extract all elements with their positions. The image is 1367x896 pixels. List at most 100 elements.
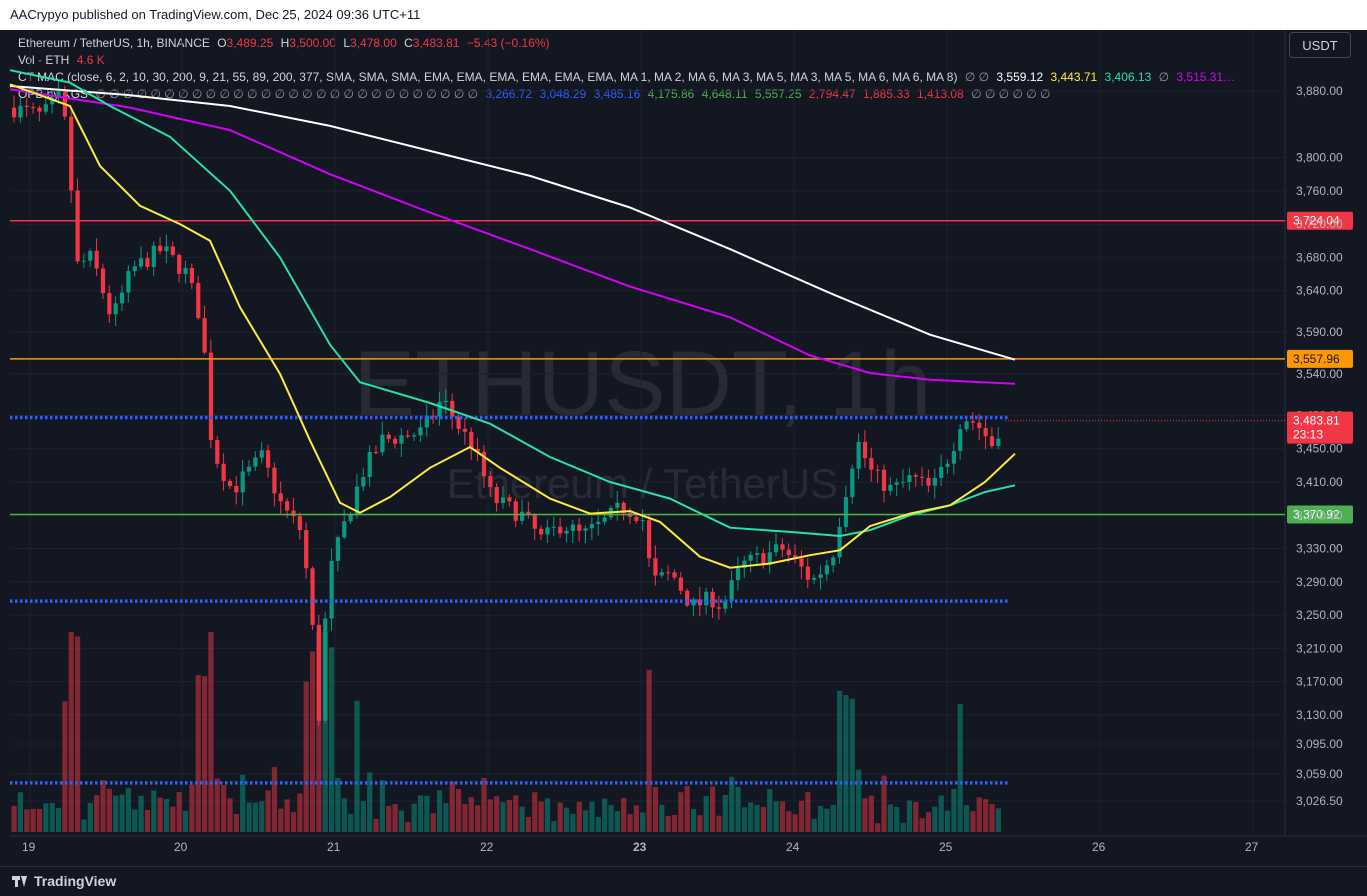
volume-bar-47	[309, 651, 316, 832]
candle-body-22	[151, 245, 156, 267]
volume-bar-75	[487, 799, 493, 832]
candle-body-85	[551, 526, 556, 528]
volume-bar-28	[189, 784, 195, 832]
volume-bar-100	[646, 669, 652, 832]
volume-bar-130	[837, 690, 843, 832]
candle-body-12	[88, 250, 93, 261]
candle-body-108	[697, 599, 702, 606]
candle-body-123	[793, 555, 798, 559]
tradingview-brand[interactable]: TradingView	[12, 873, 116, 889]
volume-bar-151	[970, 811, 976, 832]
candle-body-3	[31, 107, 36, 109]
volume-bar-41	[271, 767, 278, 832]
ma-line-0	[9, 85, 1016, 361]
volume-bar-66	[430, 813, 436, 832]
currency-button[interactable]: USDT	[1289, 32, 1351, 58]
y-tick-label-13: 3,290.00	[1296, 575, 1343, 589]
volume-bar-147	[944, 810, 951, 832]
candle-body-52	[342, 521, 347, 538]
y-tick-label-11: 3,370.00	[1296, 508, 1343, 522]
volume-bar-43	[284, 799, 290, 832]
volume-bar-127	[817, 805, 824, 832]
volume-bar-9	[68, 632, 74, 832]
volume-bars	[11, 632, 1001, 832]
volume-bar-98	[633, 805, 639, 832]
volume-bar-148	[951, 788, 957, 832]
volume-bar-54	[354, 700, 360, 832]
x-tick-label-6: 25	[939, 840, 953, 854]
volume-bar-29	[195, 675, 201, 832]
candle-body-119	[767, 552, 772, 565]
volume-bar-110	[710, 786, 716, 832]
candle-body-82	[532, 514, 537, 529]
candle-body-150	[964, 421, 969, 430]
candle-body-2	[24, 105, 29, 108]
open-value: 3,489.25	[226, 36, 274, 50]
high-value: 3,500.00	[289, 36, 336, 50]
volume-bar-115	[741, 807, 747, 832]
volume-bar-73	[475, 805, 481, 832]
candle-body-139	[894, 482, 899, 485]
volume-bar-105	[678, 792, 684, 832]
volume-bar-99	[640, 812, 646, 832]
volume-bar-5	[43, 803, 49, 832]
candle-body-138	[888, 484, 893, 491]
current-price-label-bg	[1287, 411, 1353, 444]
volume-bar-136	[875, 823, 881, 832]
volume-bar-106	[684, 786, 690, 832]
volume-bar-70	[456, 788, 462, 832]
candle-body-71	[462, 428, 468, 432]
volume-bar-102	[659, 804, 665, 832]
candle-body-64	[418, 427, 423, 436]
symbol-line[interactable]: Ethereum / TetherUS, 1h, BINANCE	[18, 36, 210, 50]
candle-body-101	[653, 558, 658, 576]
current-price-countdown: 23:13	[1293, 428, 1323, 442]
volume-bar-79	[513, 795, 519, 832]
volume-label[interactable]: Vol · ETH	[18, 53, 70, 67]
x-tick-label-1: 20	[174, 840, 188, 854]
candle-body-60	[393, 438, 398, 444]
candle-body-70	[456, 416, 461, 429]
volume-bar-101	[652, 786, 659, 832]
volume-bar-88	[570, 813, 576, 832]
current-price-label: 3,483.81	[1293, 414, 1340, 428]
volume-bar-113	[729, 776, 735, 832]
candle-body-77	[500, 497, 506, 504]
volume-bar-63	[411, 803, 417, 832]
candle-body-15	[107, 293, 112, 315]
candle-body-38	[253, 457, 258, 467]
volume-bar-18	[125, 788, 131, 832]
y-tick-label-20: 3,026.50	[1296, 794, 1343, 808]
volume-bar-17	[119, 794, 125, 832]
volume-bar-118	[760, 806, 766, 832]
volume-bar-1	[17, 792, 24, 832]
candle-body-79	[513, 501, 518, 521]
high-label: H	[280, 36, 290, 50]
candle-body-16	[113, 303, 118, 315]
candle-body-34	[227, 480, 233, 486]
volume-bar-83	[538, 801, 544, 832]
volume-bar-154	[989, 804, 995, 832]
volume-bar-48	[316, 632, 322, 832]
volume-bar-35	[233, 814, 239, 832]
candle-body-24	[164, 246, 169, 252]
volume-bar-46	[303, 681, 309, 832]
candle-body-21	[145, 258, 150, 267]
price-chart[interactable]: 3,724.04 3,557.96 3,370.92 3,880.00 3,800.00…	[0, 30, 1367, 866]
level-label-bg-0	[1287, 211, 1353, 230]
volume-bar-2	[24, 809, 30, 832]
y-tick-label-4: 3,680.00	[1296, 250, 1343, 264]
volume-bar-40	[265, 790, 271, 832]
candle-body-96	[621, 502, 626, 514]
volume-bar-140	[900, 822, 906, 832]
ctmac-value-teal: 3,406.13	[1104, 70, 1152, 84]
ctmac-value-yellow: 3,443.71	[1050, 70, 1098, 84]
volume-bar-78	[506, 799, 512, 832]
volume-bar-27	[182, 810, 189, 832]
candle-body-102	[659, 572, 664, 576]
y-tick-label-6: 3,590.00	[1296, 325, 1343, 339]
volume-bar-119	[767, 788, 773, 832]
volume-bar-90	[583, 810, 589, 832]
candle-body-65	[424, 415, 429, 428]
candle-body-140	[901, 481, 906, 483]
